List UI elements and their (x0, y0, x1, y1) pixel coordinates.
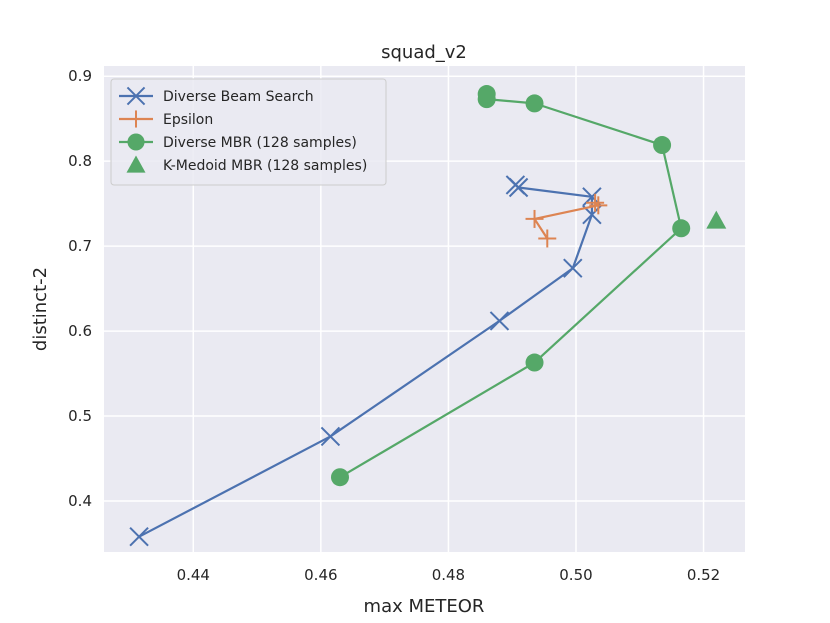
y-tick-label: 0.8 (68, 152, 92, 170)
y-tick-label: 0.9 (68, 67, 92, 85)
x-marker (505, 175, 526, 195)
x-tick-label: 0.52 (687, 566, 720, 584)
x-marker-stroke (505, 175, 526, 195)
x-marker-stroke (129, 526, 149, 547)
grid (104, 66, 745, 552)
series (330, 85, 691, 487)
x-marker-stroke (563, 258, 583, 278)
x-marker (563, 258, 583, 278)
legend-entry: Diverse Beam Search (119, 86, 314, 106)
y-tick-label: 0.4 (68, 492, 92, 510)
circle-marker (330, 468, 349, 487)
legend-entry: Diverse MBR (128 samples) (119, 133, 357, 151)
x-marker (126, 86, 146, 106)
series-line (138, 184, 594, 538)
circle-marker (127, 133, 145, 151)
x-axis-label: max METEOR (364, 596, 485, 617)
x-tick-label: 0.48 (432, 566, 465, 584)
x-marker-stroke (320, 426, 341, 447)
circle-marker (653, 136, 672, 155)
y-tick-label: 0.7 (68, 237, 92, 255)
plus-marker (525, 209, 544, 228)
circle-marker (525, 94, 544, 113)
plus-marker (538, 229, 557, 248)
legend-label: K-Medoid MBR (128 samples) (163, 158, 367, 174)
x-tick-label: 0.44 (177, 566, 210, 584)
legend-label: Diverse Beam Search (163, 89, 314, 105)
circle-marker (477, 85, 496, 104)
series (525, 193, 608, 248)
series (706, 210, 727, 229)
chart-title: squad_v2 (381, 42, 467, 63)
plus-marker (586, 193, 605, 212)
x-tick-label: 0.46 (304, 566, 337, 584)
series-line (533, 201, 600, 240)
x-marker-stroke (126, 86, 146, 106)
x-marker-stroke (582, 187, 602, 207)
x-marker-stroke (489, 311, 510, 331)
legend-label: Epsilon (163, 112, 213, 128)
triangle-marker (126, 155, 146, 173)
legend-entry: K-Medoid MBR (128 samples) (126, 155, 367, 174)
x-tick-label: 0.50 (559, 566, 592, 584)
y-axis-label: distinct-2 (30, 267, 51, 351)
y-tick-label: 0.5 (68, 407, 92, 425)
plus-marker (127, 110, 145, 128)
tick-labels: 0.44 0.46 0.48 0.50 0.52 0.4 0.5 0.6 0.7 0.8 0.9 (68, 67, 720, 584)
legend: Diverse Beam Search Epsilon Diverse MBR (1… (110, 78, 387, 186)
legend-entry: Epsilon (119, 110, 213, 128)
triangle-marker (706, 210, 727, 229)
x-marker (129, 526, 149, 547)
legend-box (110, 78, 387, 186)
x-marker (489, 311, 510, 331)
plus-marker (589, 196, 608, 215)
legend-label: Diverse MBR (128 samples) (163, 135, 357, 151)
series-layer (129, 85, 727, 547)
y-tick-label: 0.6 (68, 322, 92, 340)
x-marker (320, 426, 341, 447)
circle-marker (672, 219, 691, 238)
series (129, 175, 602, 547)
circle-marker (525, 353, 544, 372)
